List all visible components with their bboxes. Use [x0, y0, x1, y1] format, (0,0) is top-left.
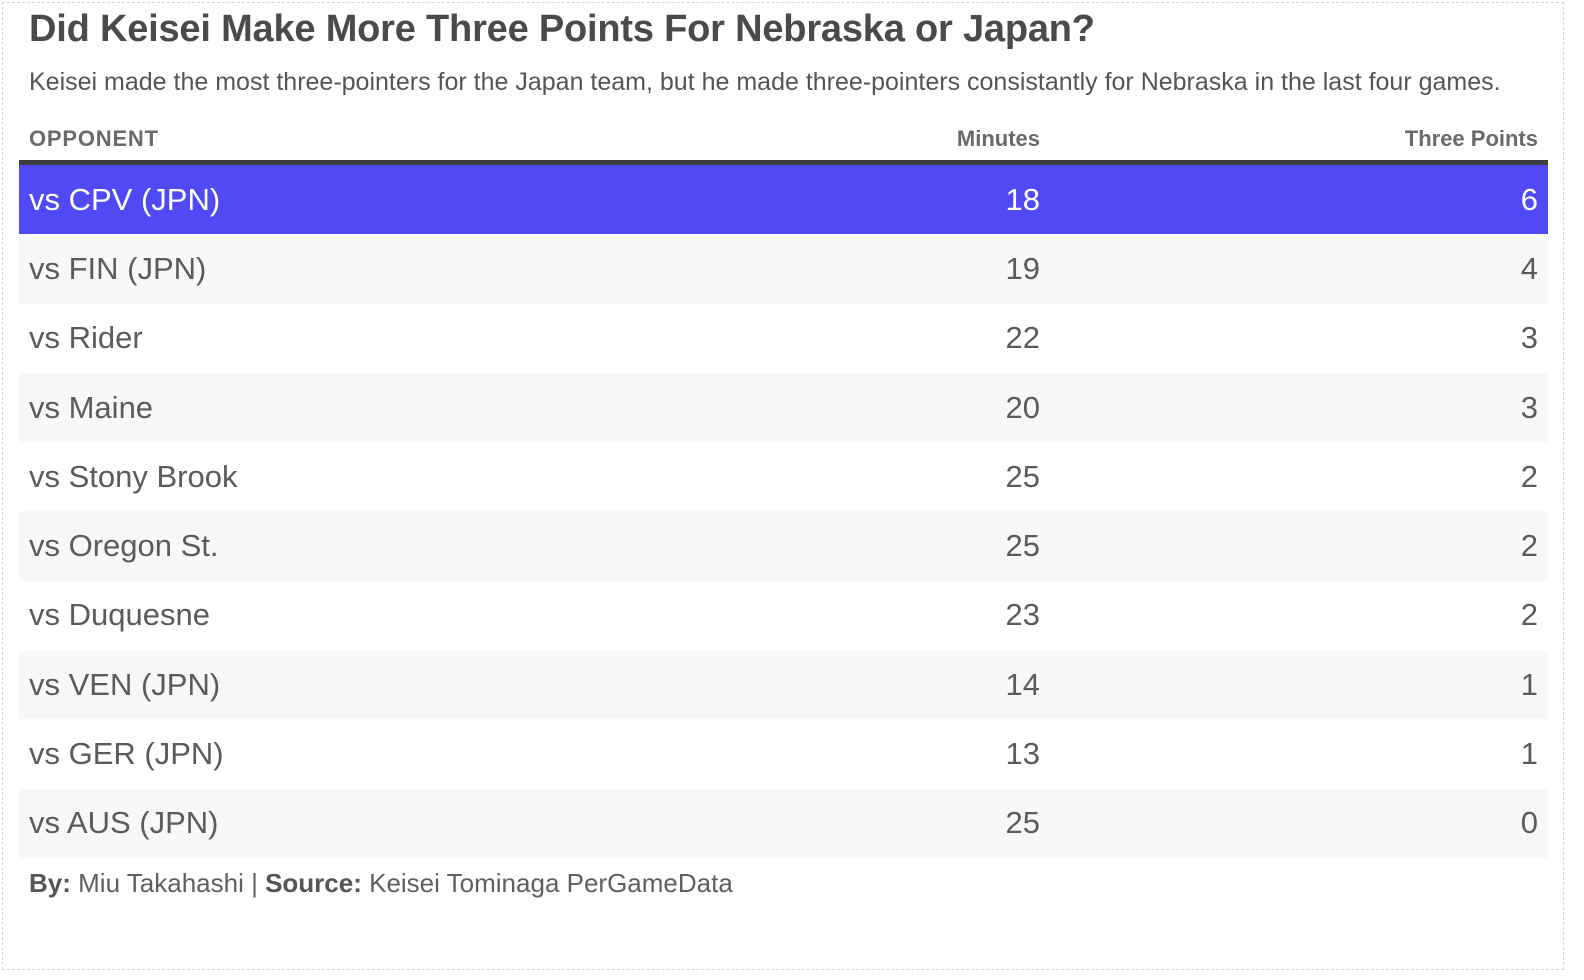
byline-value: Miu Takahashi |: [70, 867, 266, 898]
cell-three-points: 1: [1520, 666, 1538, 702]
chart-title: Did Keisei Make More Three Points For Ne…: [29, 8, 1095, 50]
table-header: OPPONENT Minutes Three Points: [19, 116, 1548, 160]
table-row: vs GER (JPN) 13 1: [19, 719, 1548, 788]
table-chart: Did Keisei Make More Three Points For Ne…: [19, 0, 1548, 899]
header-rule: [19, 160, 1548, 165]
source-label: Source:: [265, 867, 362, 898]
table-body: vs CPV (JPN) 18 6 vs FIN (JPN) 19 4 vs R…: [19, 165, 1548, 858]
cell-minutes: 23: [1005, 597, 1040, 633]
column-header-minutes[interactable]: Minutes: [956, 126, 1040, 151]
cell-minutes: 25: [1005, 528, 1040, 564]
cell-minutes: 25: [1005, 458, 1040, 494]
table-row: vs Rider 22 3: [19, 304, 1548, 373]
cell-three-points: 3: [1520, 389, 1538, 425]
table-row: vs FIN (JPN) 19 4: [19, 234, 1548, 304]
cell-three-points: 1: [1520, 736, 1538, 772]
column-header-three-points[interactable]: Three Points: [1404, 126, 1538, 151]
cell-minutes: 18: [1005, 181, 1040, 217]
cell-three-points: 4: [1520, 250, 1538, 286]
cell-minutes: 14: [1005, 666, 1040, 702]
cell-three-points: 3: [1520, 320, 1538, 356]
chart-frame: [2, 2, 1564, 970]
cell-three-points: 2: [1520, 528, 1538, 564]
cell-minutes: 25: [1005, 805, 1040, 841]
table-row: vs VEN (JPN) 14 1: [19, 650, 1548, 720]
cell-opponent: vs AUS (JPN): [29, 805, 219, 841]
cell-three-points: 2: [1520, 458, 1538, 494]
cell-minutes: 20: [1005, 389, 1040, 425]
chart-subtitle: Keisei made the most three-pointers for …: [29, 68, 1501, 96]
cell-opponent: vs FIN (JPN): [29, 250, 207, 286]
table-row: vs Oregon St. 25 2: [19, 511, 1548, 581]
cell-minutes: 19: [1005, 250, 1040, 286]
table-row: vs Stony Brook 25 2: [19, 442, 1548, 511]
cell-minutes: 22: [1005, 320, 1040, 356]
table-row: vs AUS (JPN) 25 0: [19, 788, 1548, 858]
table-row: vs Duquesne 23 2: [19, 581, 1548, 650]
cell-three-points: 6: [1520, 181, 1538, 217]
column-header-opponent[interactable]: OPPONENT: [29, 126, 159, 151]
cell-opponent: vs Duquesne: [29, 597, 210, 633]
source-value: Keisei Tominaga PerGameData: [361, 867, 733, 898]
table-row: vs Maine 20 3: [19, 372, 1548, 443]
cell-opponent: vs Oregon St.: [29, 528, 219, 564]
byline-label: By:: [29, 867, 71, 898]
cell-opponent: vs VEN (JPN): [29, 666, 221, 702]
cell-opponent: vs Maine: [29, 389, 154, 425]
cell-opponent: vs Stony Brook: [29, 458, 238, 494]
cell-opponent: vs CPV (JPN): [29, 181, 221, 217]
cell-opponent: vs GER (JPN): [29, 736, 224, 772]
table-row: vs CPV (JPN) 18 6: [19, 165, 1548, 235]
chart-footer: By: Miu Takahashi | Source: Keisei Tomin…: [29, 868, 1548, 899]
cell-minutes: 13: [1005, 736, 1040, 772]
cell-three-points: 2: [1520, 597, 1538, 633]
cell-three-points: 0: [1520, 805, 1538, 841]
cell-opponent: vs Rider: [29, 320, 143, 356]
